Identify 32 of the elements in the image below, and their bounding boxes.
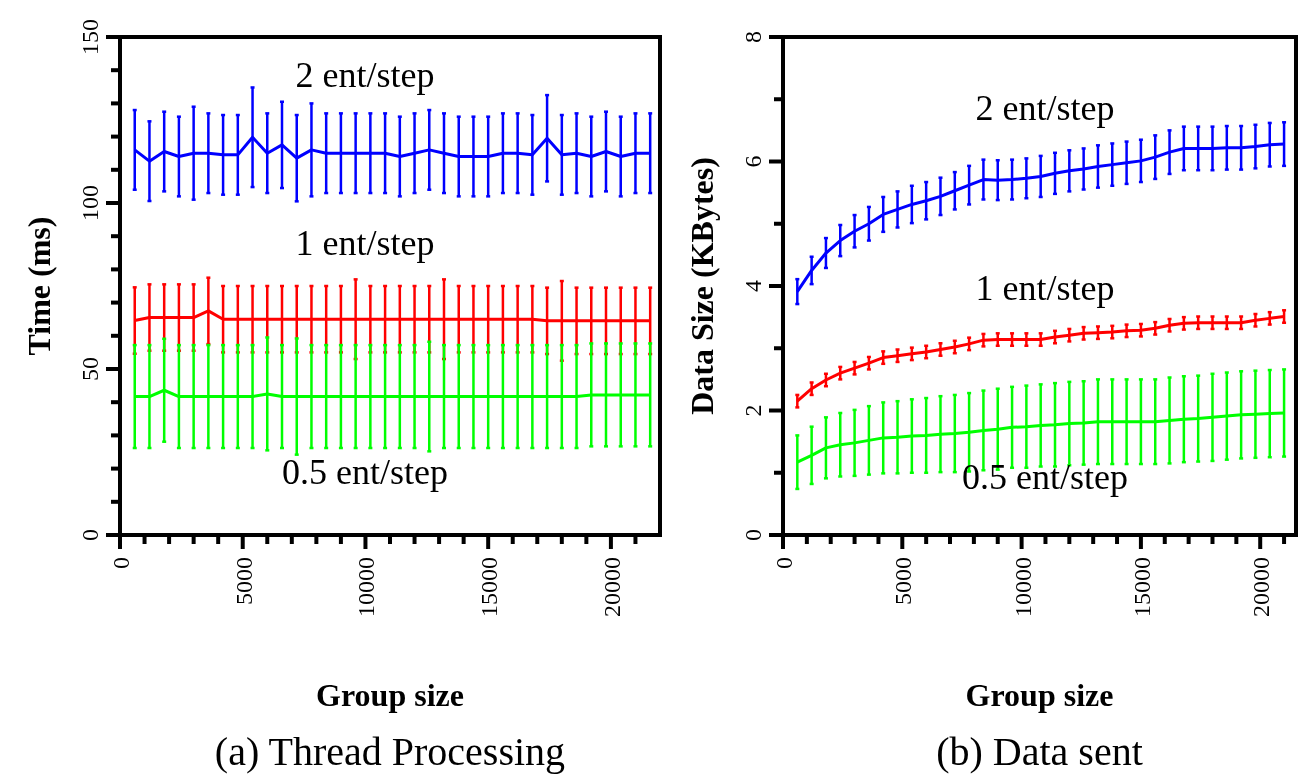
y-tick-label: 0 [740,529,766,541]
series-label: 2 ent/step [295,54,435,95]
series-label: 0.5 ent/step [962,456,1128,497]
series-label: 2 ent/step [975,87,1115,128]
line-series [795,315,1286,403]
y-tick-label: 150 [77,19,103,55]
y-tick-label: 50 [77,357,103,381]
series-label: 0.5 ent/step [282,452,448,493]
x-tick-label: 15000 [1128,557,1155,617]
y-tick-label: 4 [740,280,766,292]
x-tick-label: 20000 [598,557,625,617]
x-tick-label: 10000 [353,557,380,617]
y-axis-title: Data Size (KBytes) [684,157,720,415]
x-tick-label: 10000 [1009,557,1036,617]
y-tick-label: 0 [77,529,103,541]
y-axis-title: Time (ms) [21,216,57,356]
x-tick-label: 0 [108,557,134,569]
series-label: 1 ent/step [975,268,1115,309]
y-tick-label: 8 [740,31,766,43]
x-tick-label: 5000 [890,557,917,605]
x-axis-title: Group size [316,677,464,713]
x-tick-label: 5000 [230,557,257,605]
x-tick-label: 20000 [1248,557,1275,617]
y-tick-label: 6 [740,155,766,168]
x-tick-label: 0 [771,557,797,569]
x-axis-title: Group size [965,677,1114,713]
y-tick-label: 100 [77,185,103,221]
series-label: 1 ent/step [295,223,435,264]
text: (b) Data sent [936,729,1143,774]
x-tick-label: 15000 [476,557,503,617]
text: (a) Thread Processing [214,729,566,774]
y-tick-label: 2 [740,404,766,417]
